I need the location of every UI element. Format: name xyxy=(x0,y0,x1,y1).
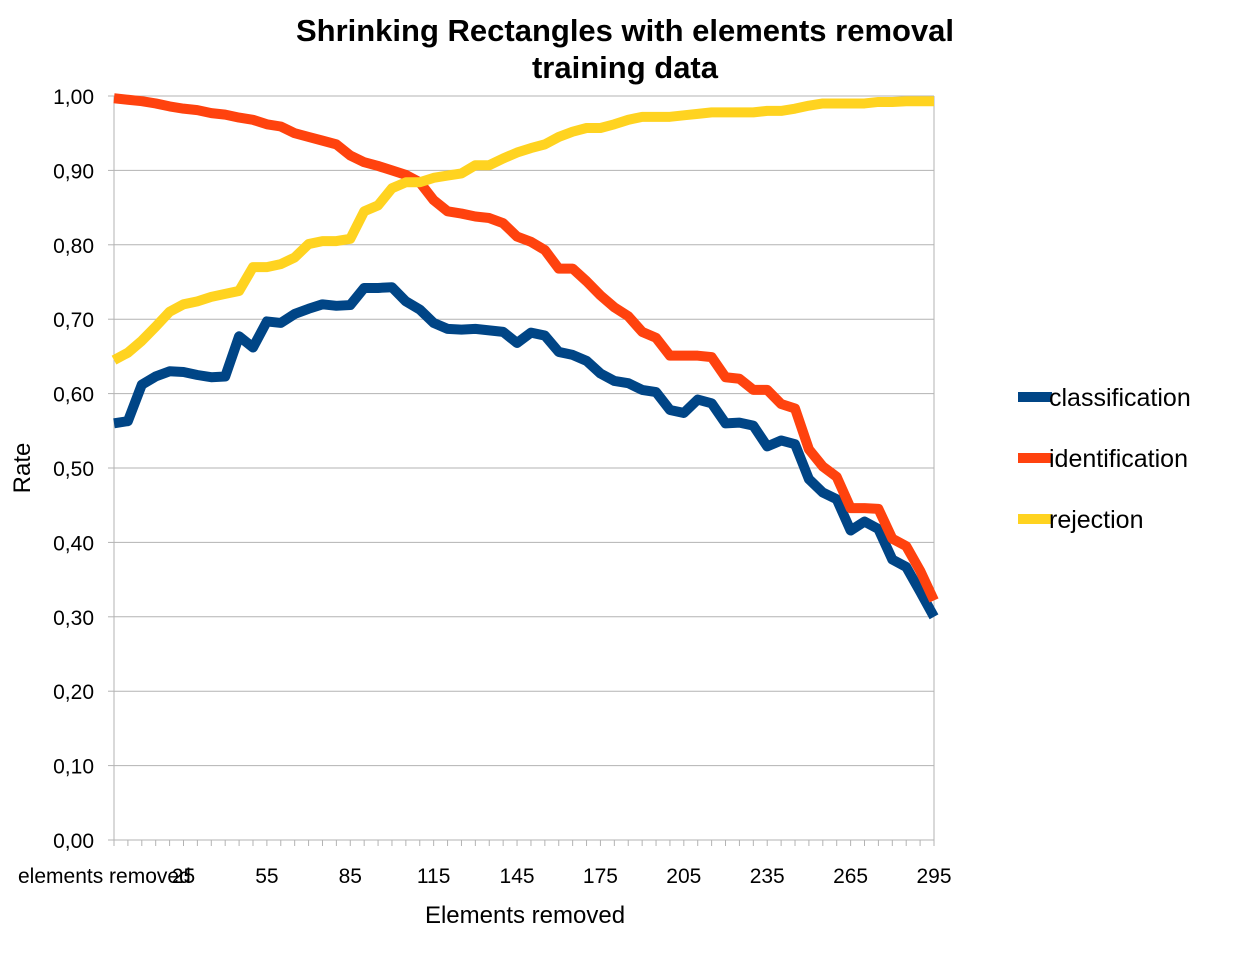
legend-label-identification: identification xyxy=(1049,445,1188,473)
series-line-rejection xyxy=(111,96,934,365)
x-tick-label: elements removed xyxy=(18,865,191,888)
y-axis-title: Rate xyxy=(9,443,36,494)
x-tick-label: 55 xyxy=(255,865,278,888)
y-tick-label: 0,80 xyxy=(53,235,94,258)
chart-subtitle: training data xyxy=(532,50,719,85)
x-tick-label: 85 xyxy=(339,865,362,888)
x-tick-label: 145 xyxy=(500,865,535,888)
x-tick-label: 175 xyxy=(583,865,618,888)
legend-label-classification: classification xyxy=(1049,384,1191,412)
series-line-classification xyxy=(113,282,939,620)
y-tick-label: 0,50 xyxy=(53,458,94,481)
tick-labels: 0,00 0,10 0,20 0,30 0,40 0,50 0,60 0,70 0,80 0,90… xyxy=(18,86,952,888)
axes xyxy=(108,95,935,846)
y-tick-label: 1,00 xyxy=(53,86,94,109)
x-tick-label: 235 xyxy=(750,865,785,888)
chart-title: Shrinking Rectangles with elements remov… xyxy=(296,13,954,48)
x-tick-label: 115 xyxy=(417,865,450,888)
x-tick-label: 295 xyxy=(916,865,951,888)
y-tick-label: 0,90 xyxy=(53,160,94,183)
gridlines xyxy=(114,95,934,841)
x-tick-label: 205 xyxy=(666,865,701,888)
y-tick-label: 0,30 xyxy=(53,607,94,630)
series-lines xyxy=(111,93,939,620)
x-axis-title: Elements removed xyxy=(425,902,625,929)
y-tick-label: 0,10 xyxy=(53,756,94,779)
y-tick-label: 0,20 xyxy=(53,681,94,704)
x-tick-label: 25 xyxy=(172,865,195,888)
y-tick-label: 0,00 xyxy=(53,830,94,853)
series-line-identification xyxy=(113,93,939,603)
y-tick-label: 0,40 xyxy=(53,532,94,555)
y-tick-label: 0,60 xyxy=(53,384,94,407)
x-tick-label: 265 xyxy=(833,865,868,888)
legend-label-rejection: rejection xyxy=(1049,506,1144,534)
legend: classification identification rejection xyxy=(1018,384,1191,534)
y-tick-label: 0,70 xyxy=(53,309,94,332)
